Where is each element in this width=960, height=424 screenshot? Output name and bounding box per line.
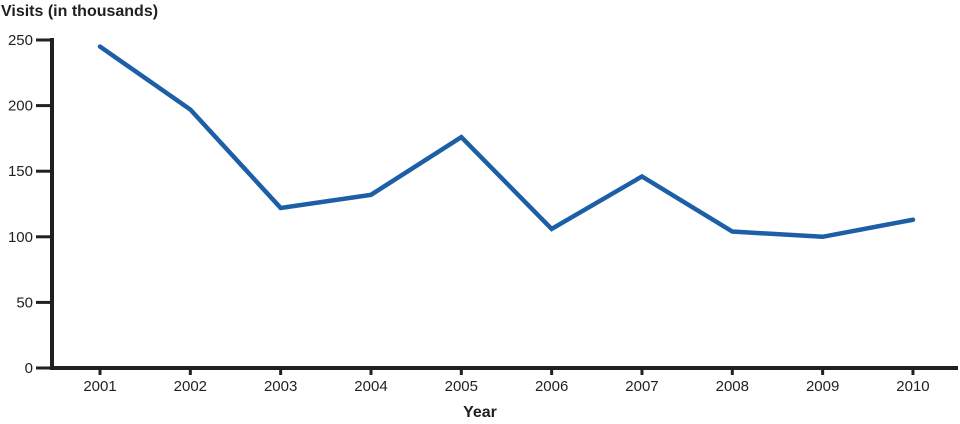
x-axis-title: Year (463, 404, 497, 421)
y-tick-label: 200 (8, 98, 33, 115)
y-tick-label: 0 (25, 360, 33, 377)
y-tick-label: 100 (8, 229, 33, 246)
y-tick-label: 250 (8, 32, 33, 49)
x-tick-label: 2007 (625, 378, 658, 395)
y-axis-title: Visits (in thousands) (1, 3, 159, 20)
data-line (97, 44, 916, 240)
x-tick-label: 2006 (535, 378, 568, 395)
x-tick-label: 2003 (264, 378, 297, 395)
x-tick-label: 2004 (354, 378, 387, 395)
y-tick-label: 50 (16, 294, 33, 311)
x-tick-label: 2008 (716, 378, 749, 395)
x-tick-label: 2005 (445, 378, 478, 395)
x-tick-label: 2001 (83, 378, 116, 395)
y-tick-label: 150 (8, 163, 33, 180)
x-tick-label: 2002 (174, 378, 207, 395)
x-tick-label: 2010 (896, 378, 929, 395)
x-tick-label: 2009 (806, 378, 839, 395)
